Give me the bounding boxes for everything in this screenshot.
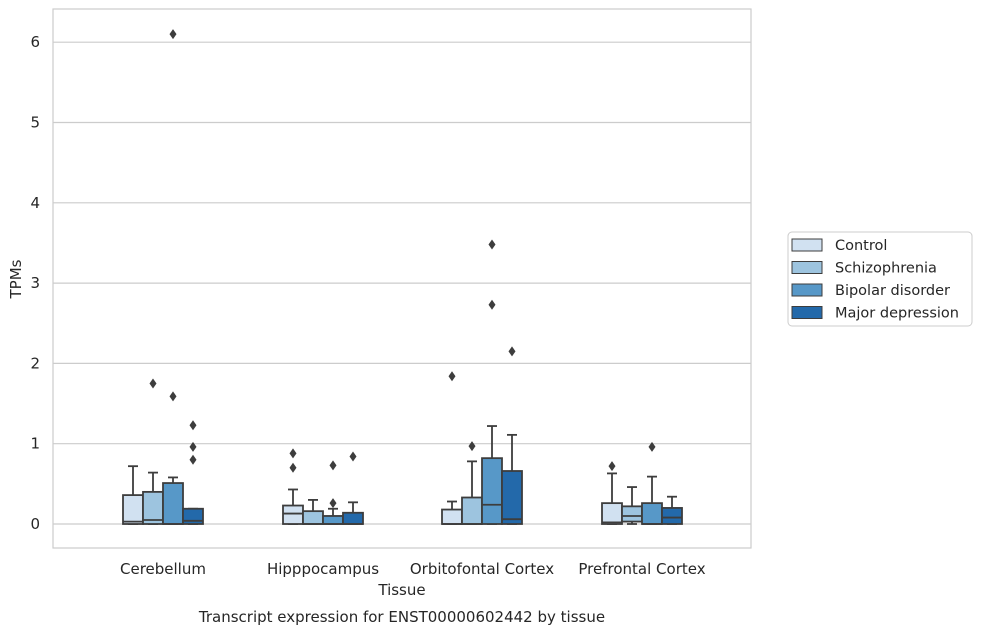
outlier-point xyxy=(448,371,456,382)
x-axis-ticks: Cerebellum Hipppocampus Orbitofontal Corte… xyxy=(120,560,706,578)
outlier-point xyxy=(349,451,357,462)
grid-lines xyxy=(53,41,751,525)
box-1-1 xyxy=(302,499,324,525)
chart-caption: Transcript expression for ENST0000060244… xyxy=(198,608,605,626)
outlier-point xyxy=(488,239,496,250)
x-tick-label: Orbitofontal Cortex xyxy=(410,560,554,578)
y-tick-label: 3 xyxy=(30,274,40,292)
legend-swatch xyxy=(791,283,823,297)
legend: Control Schizophrenia Bipolar disorder Majo… xyxy=(787,231,973,327)
y-tick-label: 0 xyxy=(30,515,40,533)
legend-swatch xyxy=(791,238,823,252)
y-axis-label: TPMs xyxy=(7,259,25,299)
outlier-point xyxy=(468,441,476,452)
box-2-0 xyxy=(162,29,184,525)
outlier-point xyxy=(289,448,297,459)
plot-frame xyxy=(52,8,752,549)
y-axis-ticks: 0 1 2 3 4 5 6 xyxy=(30,33,40,533)
outlier-point xyxy=(608,461,616,472)
box-2-3 xyxy=(641,441,663,525)
legend-swatch xyxy=(791,261,823,274)
box-body xyxy=(641,502,663,525)
box-0-2 xyxy=(441,371,463,525)
legend-box xyxy=(787,231,973,327)
box-3-2 xyxy=(501,346,523,525)
box-body xyxy=(661,507,683,525)
y-tick-label: 6 xyxy=(30,33,40,51)
y-tick-label: 5 xyxy=(30,114,40,132)
box-body xyxy=(601,502,623,525)
box-1-2 xyxy=(461,441,483,525)
outlier-point xyxy=(169,29,177,40)
outlier-point xyxy=(648,441,656,452)
box-body xyxy=(322,515,344,525)
box-1-0 xyxy=(142,378,164,525)
legend-label: Control xyxy=(835,238,887,254)
boxes xyxy=(122,29,683,525)
box-body xyxy=(302,510,324,525)
outlier-point xyxy=(488,299,496,310)
box-3-1 xyxy=(342,451,364,525)
box-2-1 xyxy=(322,460,344,525)
box-body xyxy=(122,494,144,525)
y-tick-label: 2 xyxy=(30,354,40,372)
box-1-3 xyxy=(621,486,643,525)
y-tick-label: 1 xyxy=(30,435,40,453)
y-tick-label: 4 xyxy=(30,194,40,212)
outlier-point xyxy=(149,378,157,389)
box-3-0 xyxy=(182,420,204,525)
box-2-2 xyxy=(481,239,503,525)
box-0-0 xyxy=(122,465,144,525)
box-body xyxy=(441,508,463,525)
box-body xyxy=(481,457,503,525)
x-tick-label: Cerebellum xyxy=(120,560,206,578)
legend-swatch xyxy=(791,306,823,319)
outlier-point xyxy=(289,462,297,473)
box-body xyxy=(461,496,483,525)
box-0-1 xyxy=(282,448,304,525)
box-body xyxy=(182,507,204,525)
outlier-point xyxy=(189,420,197,431)
box-body xyxy=(501,470,523,525)
outlier-point xyxy=(329,498,337,509)
x-tick-label: Hipppocampus xyxy=(267,560,379,578)
x-tick-label: Prefrontal Cortex xyxy=(578,560,705,578)
box-body xyxy=(162,482,184,525)
outlier-point xyxy=(189,441,197,452)
legend-label: Major depression xyxy=(835,306,959,322)
box-body xyxy=(621,505,643,523)
outlier-point xyxy=(329,460,337,471)
x-axis-label: Tissue xyxy=(377,581,425,599)
legend-label: Bipolar disorder xyxy=(835,283,950,299)
outlier-point xyxy=(189,454,197,465)
box-0-3 xyxy=(601,461,623,525)
legend-label: Schizophrenia xyxy=(835,261,937,277)
outlier-point xyxy=(169,391,177,402)
outlier-point xyxy=(508,346,516,357)
box-body xyxy=(342,511,364,525)
box-body xyxy=(282,504,304,525)
box-3-3 xyxy=(661,495,683,525)
